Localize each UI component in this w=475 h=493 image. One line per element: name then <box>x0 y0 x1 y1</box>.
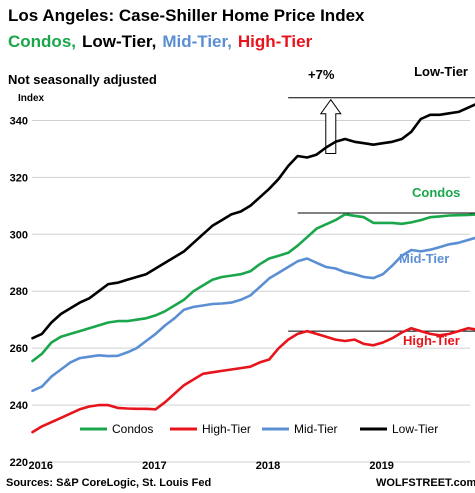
annotation-high-tier: High-Tier <box>403 333 460 348</box>
series-annotations: Low-Tier Condos Mid-Tier High-Tier <box>399 64 468 348</box>
reference-lines <box>288 97 475 332</box>
y-tick-labels: 220 240 260 280 300 320 340 <box>10 115 28 469</box>
series-line-condos <box>31 213 475 363</box>
x-tick-label: 2017 <box>142 460 166 472</box>
subtitle-mid-tier: Mid-Tier, <box>162 32 232 51</box>
seasonal-note: Not seasonally adjusted <box>8 72 157 87</box>
x-tick-label: 2019 <box>369 460 393 472</box>
up-arrow-icon <box>319 98 342 154</box>
y-tick-label: 220 <box>10 457 28 469</box>
x-tick-label: 2018 <box>256 460 280 472</box>
legend-label: Condos <box>112 422 153 436</box>
y-tick-label: 300 <box>10 229 28 241</box>
chart-title: Los Angeles: Case-Shiller Home Price Ind… <box>8 6 365 25</box>
y-tick-label: 240 <box>10 400 28 412</box>
subtitle-condos: Condos, <box>8 32 76 51</box>
legend-label: High-Tier <box>202 422 251 436</box>
series-line-low-tier <box>31 103 475 340</box>
source-note: Sources: S&P CoreLogic, St. Louis Fed <box>6 477 211 489</box>
annotation-mid-tier: Mid-Tier <box>399 251 449 266</box>
series-lines <box>31 103 475 434</box>
annotation-condos: Condos <box>412 185 460 200</box>
y-tick-label: 280 <box>10 286 28 298</box>
y-tick-label: 260 <box>10 343 28 355</box>
y-tick-label: 320 <box>10 172 28 184</box>
legend-label: Mid-Tier <box>294 422 338 436</box>
chart-subtitle: Condos, Low-Tier, Mid-Tier, High-Tier <box>8 32 318 52</box>
pct-change-label: +7% <box>308 67 335 82</box>
x-tick-label: 2016 <box>28 460 52 472</box>
subtitle-high-tier: High-Tier <box>237 32 313 51</box>
legend-label: Low-Tier <box>392 422 438 436</box>
gridlines <box>32 119 470 463</box>
annotation-low-tier: Low-Tier <box>414 64 468 79</box>
series-line-high-tier <box>31 326 475 434</box>
subtitle-low-tier: Low-Tier, <box>82 32 157 51</box>
x-tick-labels: 2016 2017 2018 2019 <box>28 460 393 472</box>
brand-label: WOLFSTREET.com <box>376 477 475 489</box>
series-line-mid-tier <box>31 236 475 393</box>
y-tick-label: 340 <box>10 115 28 127</box>
y-axis-unit: Index <box>18 93 45 104</box>
legend: Condos High-Tier Mid-Tier Low-Tier <box>80 422 438 436</box>
arrow-shape <box>319 98 342 154</box>
